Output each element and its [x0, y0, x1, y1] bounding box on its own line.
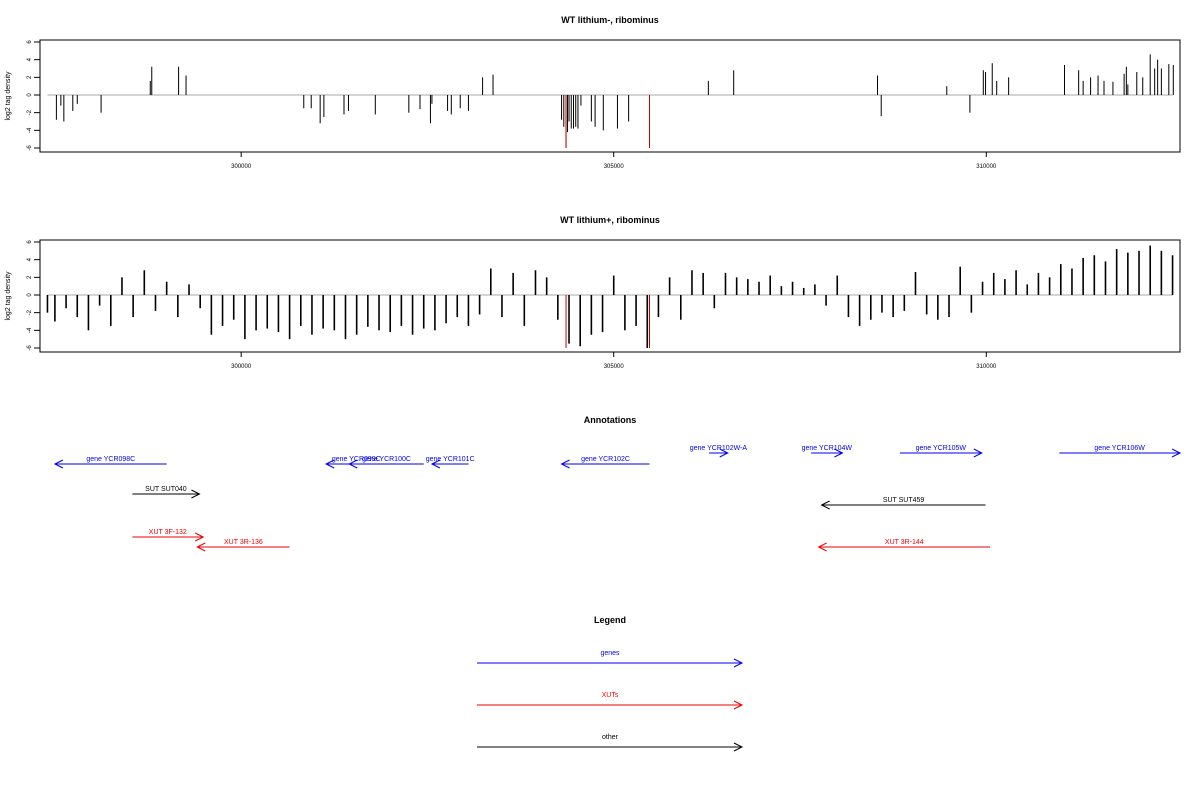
panel-title: WT lithium-, ribominus	[561, 15, 659, 25]
feature-label: gene YCR099C	[332, 456, 381, 463]
y-axis-label: log2 tag density	[5, 71, 12, 121]
feature-label: XUT 3R-144	[885, 539, 924, 546]
y-tick-label: -6	[27, 145, 33, 151]
annotations-title: Annotations	[584, 415, 637, 425]
legend: Legend genes XUTs other	[477, 615, 744, 752]
legend-label: XUTs	[602, 692, 619, 699]
y-tick-label: -6	[27, 345, 33, 351]
chart-panel-lithium-plus: WT lithium+, ribominus log2 tag density …	[5, 215, 1181, 370]
y-axis: -6 -4 -2 0 2 4 6	[27, 240, 40, 351]
legend-item: genes	[477, 650, 744, 668]
legend-title: Legend	[594, 615, 626, 625]
y-axis-label: log2 tag density	[5, 271, 12, 321]
arrow-head	[53, 459, 64, 469]
feature-arrow: SUT SUT040	[132, 486, 201, 499]
plot-frame	[39, 39, 1181, 153]
feature-label: gene YCR098C	[86, 456, 135, 463]
y-tick-label: 2	[27, 275, 33, 279]
legend-items: genes XUTs other	[477, 650, 744, 752]
feature-arrow: gene YCR098C	[53, 456, 167, 469]
y-tick-label: 4	[27, 57, 33, 61]
arrow-head	[191, 489, 201, 499]
feature-arrow: XUT 3R-144	[817, 539, 990, 552]
y-tick-label: -2	[27, 309, 33, 315]
x-tick-label: 305000	[604, 164, 625, 170]
feature-label: gene YCR100C	[362, 456, 411, 463]
feature-label: gene YCR104W	[802, 445, 853, 452]
feature-label: gene YCR105W	[916, 445, 967, 452]
x-tick-label: 305000	[604, 364, 625, 370]
legend-label: other	[602, 734, 619, 741]
feature-arrow: gene YCR101C	[426, 456, 475, 469]
panel-title: WT lithium+, ribominus	[560, 215, 660, 225]
y-tick-label: 0	[27, 93, 33, 97]
arrow-head	[733, 742, 744, 752]
arrow-head	[560, 459, 570, 469]
arrow-head	[820, 500, 830, 510]
feature-label: SUT SUT459	[883, 497, 925, 504]
arrow-head	[1171, 448, 1182, 458]
arrow-head	[348, 459, 358, 469]
feature-label: XUT 3R-136	[224, 539, 263, 546]
feature-label: SUT SUT040	[145, 486, 187, 493]
feature-arrow: gene YCR106W	[1059, 445, 1182, 458]
annotations-track: Annotations gene YCR098C gene YCR099Cgene…	[53, 415, 1182, 552]
arrow-head	[834, 448, 844, 458]
feature-label: XUT 3F-132	[149, 529, 187, 536]
feature-arrow: gene YCR102W-A	[690, 445, 748, 458]
y-tick-label: -4	[27, 327, 33, 333]
arrow-head	[719, 448, 729, 458]
feature-arrow: gene YCR104W	[802, 445, 853, 458]
y-tick-label: 4	[27, 257, 33, 261]
feature-arrow: XUT 3F-132	[132, 529, 205, 542]
y-tick-label: -4	[27, 127, 33, 133]
density-bars	[46, 245, 1174, 348]
x-tick-label: 300000	[231, 364, 252, 370]
legend-item: other	[477, 734, 744, 752]
feature-arrow: XUT 3R-136	[196, 539, 290, 552]
chart-panel-lithium-minus: WT lithium-, ribominus log2 tag density …	[5, 15, 1181, 170]
y-tick-label: 2	[27, 75, 33, 79]
arrow-head	[973, 448, 983, 458]
feature-label: gene YCR101C	[426, 456, 475, 463]
x-tick-label: 300000	[231, 164, 252, 170]
x-tick-label: 310000	[976, 364, 997, 370]
x-axis: 300000 305000 310000	[231, 152, 997, 170]
arrow-head	[733, 658, 744, 668]
arrow-head	[194, 532, 205, 542]
feature-label: gene YCR106W	[1094, 445, 1145, 452]
density-bars	[55, 54, 1174, 148]
feature-arrow: gene YCR100C	[348, 456, 424, 469]
arrow-head	[430, 459, 441, 469]
feature-label: gene YCR102C	[581, 456, 630, 463]
y-tick-label: -2	[27, 109, 33, 115]
arrow-head	[324, 459, 335, 469]
feature-arrow: SUT SUT459	[820, 497, 986, 510]
x-tick-label: 310000	[976, 164, 997, 170]
arrow-head	[196, 542, 206, 552]
feature-label: gene YCR102W-A	[690, 445, 748, 452]
y-tick-label: 6	[27, 40, 33, 44]
arrow-head	[817, 542, 827, 552]
legend-label: genes	[600, 650, 620, 657]
feature-arrow: gene YCR105W	[899, 445, 983, 458]
y-tick-label: 0	[27, 293, 33, 297]
arrow-head	[733, 700, 744, 710]
plot-frame	[39, 239, 1181, 353]
legend-item: XUTs	[477, 692, 744, 710]
feature-arrow: gene YCR102C	[560, 456, 650, 469]
y-axis: -6 -4 -2 0 2 4 6	[27, 40, 40, 151]
y-tick-label: 6	[27, 240, 33, 244]
x-axis: 300000 305000 310000	[231, 352, 997, 370]
